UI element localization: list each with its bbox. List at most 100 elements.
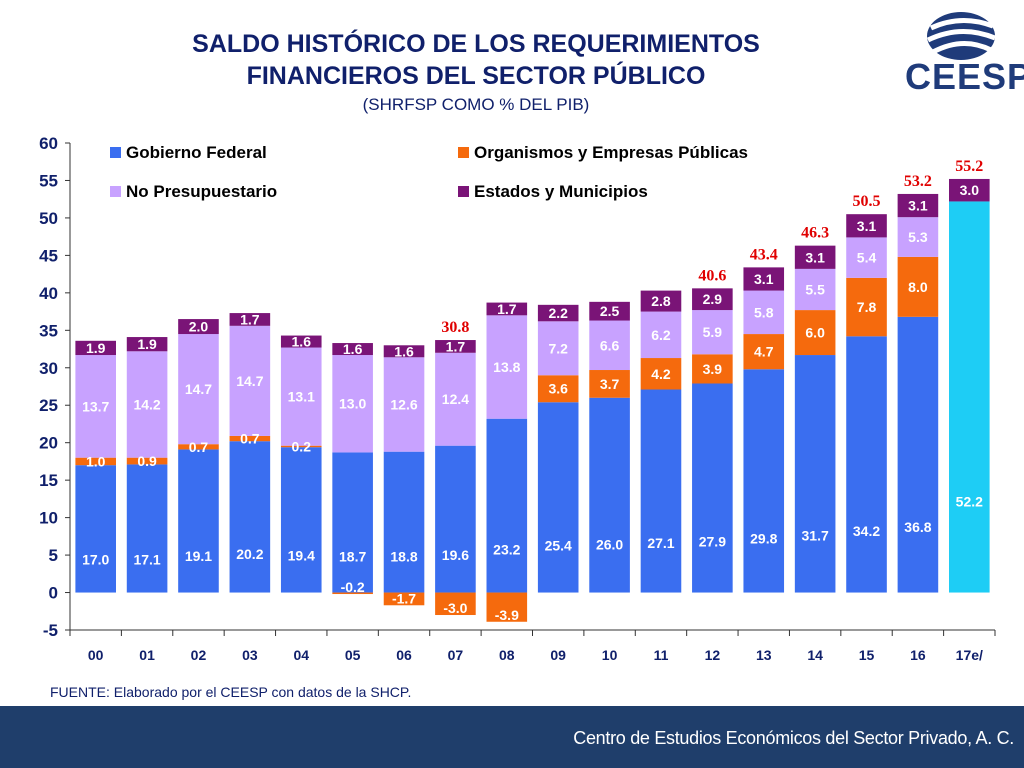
x-tick-label: 14 (807, 647, 823, 663)
bar-segment-organismos-empresas (846, 277, 887, 337)
value-label: 18.7 (339, 549, 366, 565)
total-label: 53.2 (904, 173, 932, 190)
value-label: 29.8 (750, 530, 777, 546)
bar-segment-estados-municipios (897, 193, 939, 218)
value-label: 5.4 (857, 250, 877, 266)
value-label: 0.9 (137, 453, 157, 469)
bar-segment-gobierno-federal (75, 465, 116, 593)
value-label: -3.9 (495, 607, 519, 623)
bar-segment-no-presupuestario (229, 325, 271, 436)
bar-segment-estados-municipios (640, 290, 682, 312)
value-label: 4.2 (651, 366, 671, 382)
bar-segment-gobierno-federal (435, 445, 476, 593)
bar-segment-estados-municipios (75, 340, 116, 356)
y-tick-label: 60 (39, 134, 58, 153)
bar-segment-gobierno-federal (126, 464, 168, 593)
bar-segment-gobierno-federal (332, 452, 373, 593)
value-label: 5.3 (908, 229, 928, 245)
bar-segment-gobierno-federal (383, 451, 425, 593)
bar-segment-estados-municipios (949, 178, 990, 202)
y-tick-label: -5 (43, 621, 58, 640)
y-axis: -5 0 5 10 15 20 25 30 35 40 45 50 55 60 (39, 134, 71, 640)
x-tick-label: 15 (859, 647, 875, 663)
bar-segment-organismos-empresas (332, 592, 373, 595)
value-label: 4.7 (754, 344, 774, 360)
value-label: 6.0 (805, 325, 825, 341)
value-label: 18.8 (390, 549, 417, 565)
value-label: 7.8 (857, 299, 877, 315)
bar-segment-no-presupuestario (332, 355, 373, 453)
value-label: 1.6 (343, 341, 363, 357)
footer-bar: Centro de Estudios Económicos del Sector… (0, 706, 1024, 768)
total-label: 46.3 (801, 225, 829, 242)
bar-segment-gobierno-federal (280, 447, 322, 593)
value-label: 52.2 (956, 493, 983, 509)
bar-segment-gobierno-federal (537, 402, 579, 593)
value-label: 0.7 (240, 431, 260, 447)
value-label: 26.0 (596, 537, 623, 553)
x-tick-label: 09 (550, 647, 566, 663)
total-labels: 30.8 40.6 43.4 46.3 50.5 53.2 55.2 (441, 158, 983, 336)
total-label: 50.5 (853, 193, 881, 210)
bar-segment-no-presupuestario (383, 357, 425, 452)
bar-segment-organismos-empresas (692, 354, 733, 384)
x-axis: 00 01 02 03 04 05 06 07 08 09 10 11 12 13 14 15 16 17e/ (69, 629, 996, 663)
value-label: 3.1 (805, 249, 825, 265)
value-label: 1.7 (240, 311, 260, 327)
value-labels: 17.0 1.0 13.7 1.9 17.1 0.9 14.2 1.9 19.1 0.7 14.7 2… (82, 182, 983, 623)
value-label: 6.2 (651, 327, 671, 343)
bar-segment-gobierno-federal (794, 355, 836, 593)
value-label: 2.9 (703, 291, 723, 307)
value-label: 7.2 (548, 340, 568, 356)
bar-segment-organismos-empresas (794, 310, 836, 356)
y-tick-label: 25 (39, 396, 58, 415)
x-tick-label: 04 (293, 647, 309, 663)
value-label: 1.7 (497, 301, 517, 317)
value-label: 3.1 (908, 198, 928, 214)
value-label: 13.8 (493, 359, 520, 375)
y-tick-label: 55 (39, 171, 58, 190)
bar-segment-organismos-empresas (640, 358, 682, 390)
x-tick-label: 06 (396, 647, 412, 663)
value-label: -3.0 (443, 600, 467, 616)
bar-segment-gobierno-federal (589, 397, 630, 593)
bar-segment-no-presupuestario (75, 355, 116, 458)
legend: Gobierno Federal Organismos y Empresas Pú… (110, 143, 748, 201)
value-label: 31.7 (802, 527, 829, 543)
chart-title-line-2: FINANCIEROS DEL SECTOR PÚBLICO (246, 62, 706, 90)
value-label: 2.2 (548, 305, 568, 321)
value-label: 1.7 (446, 338, 466, 354)
bar-segment-estados-municipios (435, 340, 476, 353)
value-label: 3.1 (857, 218, 877, 234)
value-label: 20.2 (236, 546, 263, 562)
value-label: 19.6 (442, 547, 469, 563)
bar-segment-estados-municipios (486, 302, 528, 316)
legend-swatch (458, 186, 469, 197)
value-label: 1.6 (292, 334, 312, 350)
legend-item-no-presupuestario: No Presupuestario (110, 182, 277, 201)
bar-segment-estados-municipios (589, 301, 630, 321)
value-label: 8.0 (908, 279, 928, 295)
value-label: 5.5 (805, 281, 825, 297)
bar-segment-gobierno-federal (640, 389, 682, 593)
bar-segment-estados-municipios (743, 267, 785, 291)
legend-item-organismos-empresas: Organismos y Empresas Públicas (458, 143, 748, 162)
x-tick-label: 10 (602, 647, 618, 663)
x-tick-label: 00 (88, 647, 104, 663)
value-label: 17.1 (133, 551, 160, 567)
legend-swatch (110, 147, 121, 158)
bar-segment-gobierno-federal (692, 383, 733, 593)
y-tick-label: 5 (49, 546, 58, 565)
y-tick-label: 30 (39, 359, 58, 378)
bar-segment-no-presupuestario (846, 237, 887, 278)
legend-item-gobierno-federal: Gobierno Federal (110, 143, 267, 162)
bar-segment-gobierno-federal (949, 201, 990, 593)
ceesp-logo-icon (926, 12, 996, 60)
y-tick-label: 40 (39, 284, 58, 303)
legend-label: No Presupuestario (126, 182, 277, 201)
bar-segment-gobierno-federal (229, 441, 271, 593)
value-label: 3.9 (703, 361, 723, 377)
bar-segment-organismos-empresas (126, 457, 168, 465)
bar-segment-estados-municipios (332, 343, 373, 356)
bar-segment-estados-municipios (846, 214, 887, 238)
